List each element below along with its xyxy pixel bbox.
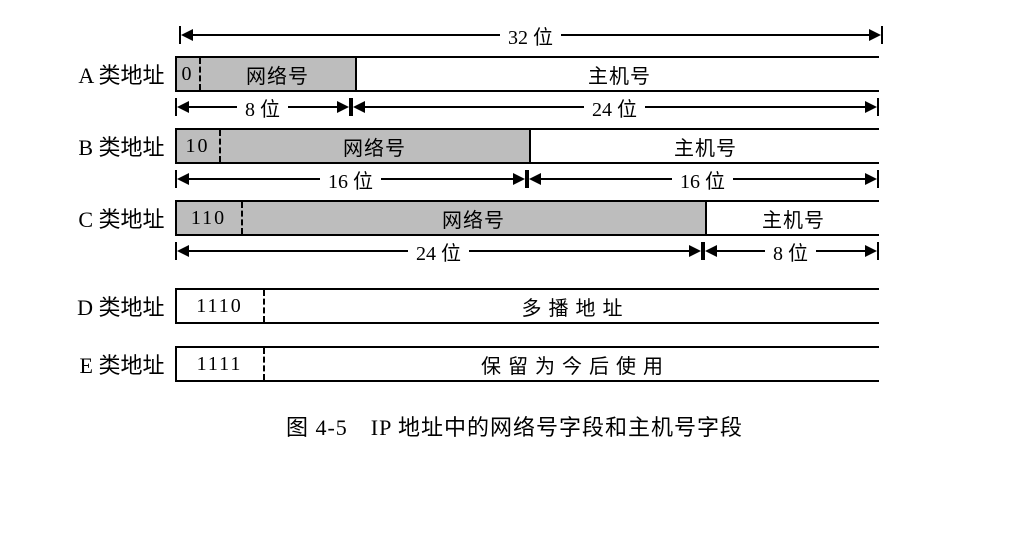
d-prefix: 1110 xyxy=(177,290,265,322)
class-a-label: A 类地址 xyxy=(55,58,175,90)
class-b-dimensions: 16 位 16 位 xyxy=(55,164,975,194)
dimension-label: 8 位 xyxy=(765,237,816,266)
class-d-row: D 类地址1110多 播 地 址 xyxy=(55,288,975,324)
dimension-segment: 8 位 xyxy=(703,236,879,266)
class-d-bar: 1110多 播 地 址 xyxy=(175,288,879,324)
dimension-segment: 16 位 xyxy=(527,164,879,194)
class-e-row: E 类地址1111保 留 为 今 后 使 用 xyxy=(55,346,975,382)
b-host: 主机号 xyxy=(529,130,881,162)
dimension-segment: 8 位 xyxy=(175,92,351,122)
class-e-bar: 1111保 留 为 今 后 使 用 xyxy=(175,346,879,382)
class-c-row: C 类地址110网络号主机号 xyxy=(55,200,975,236)
class-a-row: A 类地址0网络号主机号 xyxy=(55,56,975,92)
c-prefix: 110 xyxy=(177,202,243,234)
class-b-bar: 10网络号主机号 xyxy=(175,128,879,164)
class-b-label: B 类地址 xyxy=(55,130,175,162)
class-c-dimensions: 24 位 8 位 xyxy=(55,236,975,266)
d-body: 多 播 地 址 xyxy=(265,290,881,322)
dimension-label: 24 位 xyxy=(584,93,645,122)
dimension-label: 16 位 xyxy=(672,165,733,194)
e-body: 保 留 为 今 后 使 用 xyxy=(265,348,881,380)
class-a-dimensions: 8 位 24 位 xyxy=(55,92,975,122)
figure-caption: 图 4-5 IP 地址中的网络号字段和主机号字段 xyxy=(55,410,975,442)
dimension-segment: 24 位 xyxy=(175,236,703,266)
a-host: 主机号 xyxy=(355,58,883,90)
a-net: 网络号 xyxy=(201,58,355,90)
dimension-label: 32 位 xyxy=(500,21,561,50)
e-prefix: 1111 xyxy=(177,348,265,380)
c-host: 主机号 xyxy=(705,202,881,234)
c-net: 网络号 xyxy=(243,202,705,234)
dimension-label: 16 位 xyxy=(320,165,381,194)
class-e-label: E 类地址 xyxy=(55,348,175,380)
dimension-segment: 32 位 xyxy=(179,20,883,50)
top-dimension-row: 32 位 xyxy=(55,20,975,50)
class-c-bar: 110网络号主机号 xyxy=(175,200,879,236)
class-a-bar: 0网络号主机号 xyxy=(175,56,879,92)
b-prefix: 10 xyxy=(177,130,221,162)
dimension-32bit: 32 位 xyxy=(179,20,883,50)
class-d-label: D 类地址 xyxy=(55,290,175,322)
class-b-row: B 类地址10网络号主机号 xyxy=(55,128,975,164)
a-prefix: 0 xyxy=(177,58,201,90)
dimension-segment: 16 位 xyxy=(175,164,527,194)
class-c-label: C 类地址 xyxy=(55,202,175,234)
dimension-segment: 24 位 xyxy=(351,92,879,122)
dimension-label: 8 位 xyxy=(237,93,288,122)
ip-class-diagram: 32 位 A 类地址0网络号主机号8 位24 位B 类地址10网络号主机号16 … xyxy=(55,20,975,442)
dimension-label: 24 位 xyxy=(408,237,469,266)
b-net: 网络号 xyxy=(221,130,529,162)
